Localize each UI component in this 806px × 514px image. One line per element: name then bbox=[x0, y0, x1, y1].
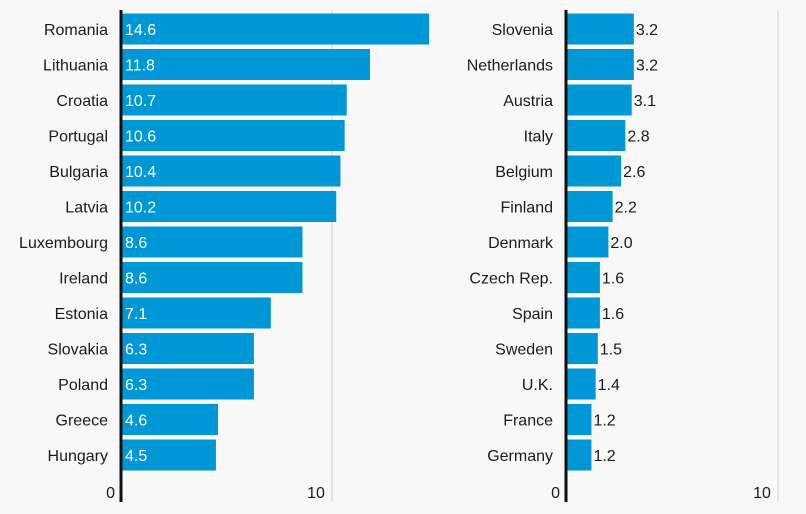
category-label-netherlands: Netherlands bbox=[467, 58, 553, 75]
bar-italy bbox=[566, 120, 626, 151]
value-label-austria: 3.1 bbox=[634, 93, 656, 110]
value-label-finland: 2.2 bbox=[615, 200, 637, 217]
category-label-lithuania: Lithuania bbox=[43, 58, 108, 75]
value-label-sweden: 1.5 bbox=[600, 342, 622, 359]
value-label-poland: 6.3 bbox=[125, 377, 147, 394]
bar-croatia bbox=[121, 84, 347, 116]
x-tick-label-10: 10 bbox=[307, 485, 325, 502]
category-label-sweden: Sweden bbox=[495, 342, 553, 359]
bar-u-k bbox=[566, 368, 596, 400]
category-label-poland: Poland bbox=[58, 377, 108, 394]
value-label-latvia: 10.2 bbox=[125, 200, 156, 217]
category-label-spain: Spain bbox=[512, 306, 553, 323]
value-label-portugal: 10.6 bbox=[125, 129, 156, 146]
chart-panel-1: Romania 14.6 Lithuania 11.8 Croatia 10.7 Portu… bbox=[19, 10, 430, 502]
category-label-france: France bbox=[503, 413, 553, 430]
bar-latvia bbox=[121, 191, 337, 222]
value-label-bulgaria: 10.4 bbox=[125, 164, 156, 181]
category-label-belgium: Belgium bbox=[495, 164, 553, 181]
bar-belgium bbox=[566, 155, 622, 187]
value-label-luxembourg: 8.6 bbox=[125, 235, 147, 252]
value-label-u-k: 1.4 bbox=[598, 377, 620, 394]
category-label-latvia: Latvia bbox=[65, 200, 108, 217]
value-label-spain: 1.6 bbox=[602, 306, 624, 323]
chart-panel-2: Slovenia 3.2 Netherlands 3.2 Austria 3.1 Italy… bbox=[467, 10, 779, 502]
value-label-ireland: 8.6 bbox=[125, 271, 147, 288]
bar-austria bbox=[566, 84, 632, 116]
category-label-czech-rep: Czech Rep. bbox=[469, 271, 553, 288]
bar-ireland bbox=[121, 262, 303, 293]
category-label-finland: Finland bbox=[501, 200, 553, 217]
category-label-greece: Greece bbox=[56, 413, 109, 430]
category-label-austria: Austria bbox=[503, 93, 553, 110]
bar-netherlands bbox=[566, 49, 634, 80]
bar-spain bbox=[566, 297, 600, 329]
bar-slovakia bbox=[121, 333, 254, 364]
bar-hungary bbox=[121, 439, 216, 471]
category-label-slovenia: Slovenia bbox=[492, 22, 553, 39]
category-label-germany: Germany bbox=[487, 448, 553, 465]
bar-denmark bbox=[566, 226, 609, 258]
category-label-romania: Romania bbox=[44, 22, 108, 39]
category-label-italy: Italy bbox=[524, 129, 553, 146]
bar-finland bbox=[566, 191, 613, 222]
value-label-romania: 14.6 bbox=[125, 22, 156, 39]
value-label-lithuania: 11.8 bbox=[125, 58, 155, 75]
x-tick-label-0: 0 bbox=[106, 485, 115, 502]
bar-sweden bbox=[566, 333, 598, 364]
category-label-croatia: Croatia bbox=[56, 93, 108, 110]
bar-slovenia bbox=[566, 13, 634, 45]
category-label-ireland: Ireland bbox=[59, 271, 108, 288]
category-label-bulgaria: Bulgaria bbox=[49, 164, 108, 181]
value-label-germany: 1.2 bbox=[593, 448, 615, 465]
category-label-luxembourg: Luxembourg bbox=[19, 235, 108, 252]
value-label-italy: 2.8 bbox=[627, 129, 649, 146]
category-label-hungary: Hungary bbox=[48, 448, 108, 465]
bar-poland bbox=[121, 368, 254, 400]
bar-france bbox=[566, 404, 592, 435]
value-label-hungary: 4.5 bbox=[125, 448, 147, 465]
category-label-portugal: Portugal bbox=[48, 129, 108, 146]
value-label-slovakia: 6.3 bbox=[125, 342, 147, 359]
value-label-greece: 4.6 bbox=[125, 413, 147, 430]
bar-lithuania bbox=[121, 49, 370, 80]
bar-romania bbox=[121, 13, 430, 45]
value-label-estonia: 7.1 bbox=[125, 306, 147, 323]
category-label-denmark: Denmark bbox=[488, 235, 554, 252]
value-label-czech-rep: 1.6 bbox=[602, 271, 624, 288]
category-label-estonia: Estonia bbox=[55, 306, 108, 323]
bar-bulgaria bbox=[121, 155, 341, 187]
x-tick-label-0: 0 bbox=[551, 485, 560, 502]
bar-greece bbox=[121, 404, 219, 435]
category-label-u-k: U.K. bbox=[522, 377, 553, 394]
bar-estonia bbox=[121, 297, 271, 329]
bar-germany bbox=[566, 439, 592, 471]
x-tick-label-10: 10 bbox=[753, 485, 771, 502]
bar-luxembourg bbox=[121, 226, 303, 258]
value-label-france: 1.2 bbox=[593, 413, 615, 430]
value-label-netherlands: 3.2 bbox=[636, 58, 658, 75]
value-label-croatia: 10.7 bbox=[125, 93, 156, 110]
value-label-slovenia: 3.2 bbox=[636, 22, 658, 39]
bar-czech-rep bbox=[566, 262, 600, 293]
value-label-belgium: 2.6 bbox=[623, 164, 645, 181]
bar-portugal bbox=[121, 120, 345, 151]
value-label-denmark: 2.0 bbox=[610, 235, 632, 252]
category-label-slovakia: Slovakia bbox=[48, 342, 109, 359]
